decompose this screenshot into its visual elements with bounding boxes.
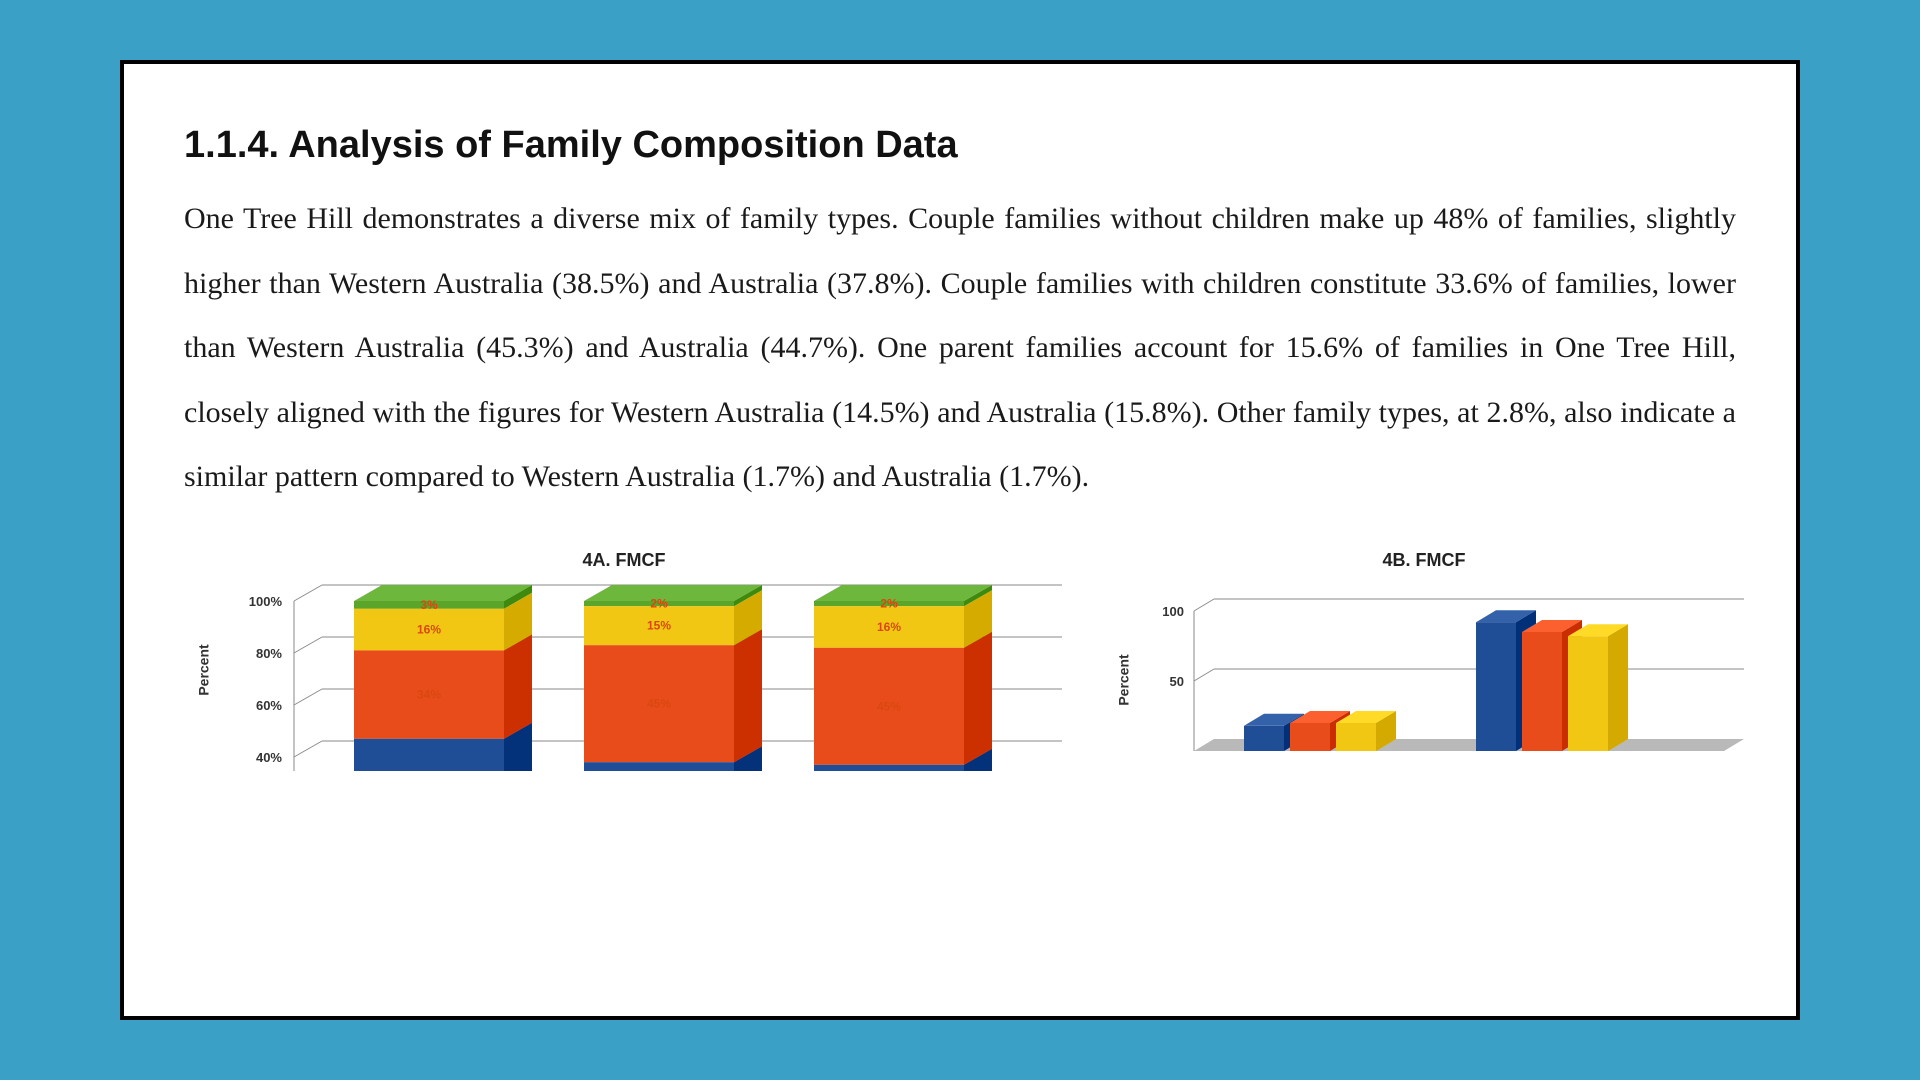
chart-4a-title: 4A. FMCF	[184, 550, 1064, 571]
chart-4a-svg: 100% 80% 60% 40% 3% 16% 34% 2% 15% 45% 2% 16% 45%	[184, 571, 1064, 771]
svg-text:50: 50	[1170, 674, 1184, 689]
svg-text:2%: 2%	[650, 596, 668, 610]
svg-text:80%: 80%	[256, 646, 282, 661]
svg-text:16%: 16%	[877, 620, 901, 634]
chart-4b-panel: 4B. FMCF Percent 100 50	[1104, 550, 1744, 776]
chart-4b-yaxis-label: Percent	[1116, 654, 1132, 705]
section-heading: 1.1.4. Analysis of Family Composition Da…	[184, 124, 1736, 167]
svg-text:16%: 16%	[417, 622, 441, 636]
body-paragraph: One Tree Hill demonstrates a diverse mix…	[184, 187, 1736, 510]
svg-text:2%: 2%	[880, 596, 898, 610]
svg-text:3%: 3%	[420, 597, 438, 611]
section-number: 1.1.4.	[184, 124, 279, 166]
chart-4b-svg: 100 50	[1104, 571, 1744, 771]
page-background: 1.1.4. Analysis of Family Composition Da…	[0, 0, 1920, 1080]
svg-text:60%: 60%	[256, 698, 282, 713]
svg-text:34%: 34%	[417, 687, 441, 701]
document-page: 1.1.4. Analysis of Family Composition Da…	[120, 60, 1800, 1020]
svg-text:15%: 15%	[647, 618, 671, 632]
section-title: Analysis of Family Composition Data	[288, 124, 957, 166]
svg-text:100%: 100%	[249, 594, 283, 609]
svg-text:100: 100	[1162, 604, 1184, 619]
svg-text:45%: 45%	[877, 699, 901, 713]
chart-4a-panel: 4A. FMCF Percent 100% 80% 60% 40% 3% 16% 34% 2%…	[184, 550, 1064, 776]
svg-text:45%: 45%	[647, 696, 671, 710]
svg-text:40%: 40%	[256, 750, 282, 765]
chart-4a-yaxis-label: Percent	[196, 644, 212, 695]
chart-4b-title: 4B. FMCF	[1104, 550, 1744, 571]
charts-row: 4A. FMCF Percent 100% 80% 60% 40% 3% 16% 34% 2%…	[184, 550, 1736, 776]
